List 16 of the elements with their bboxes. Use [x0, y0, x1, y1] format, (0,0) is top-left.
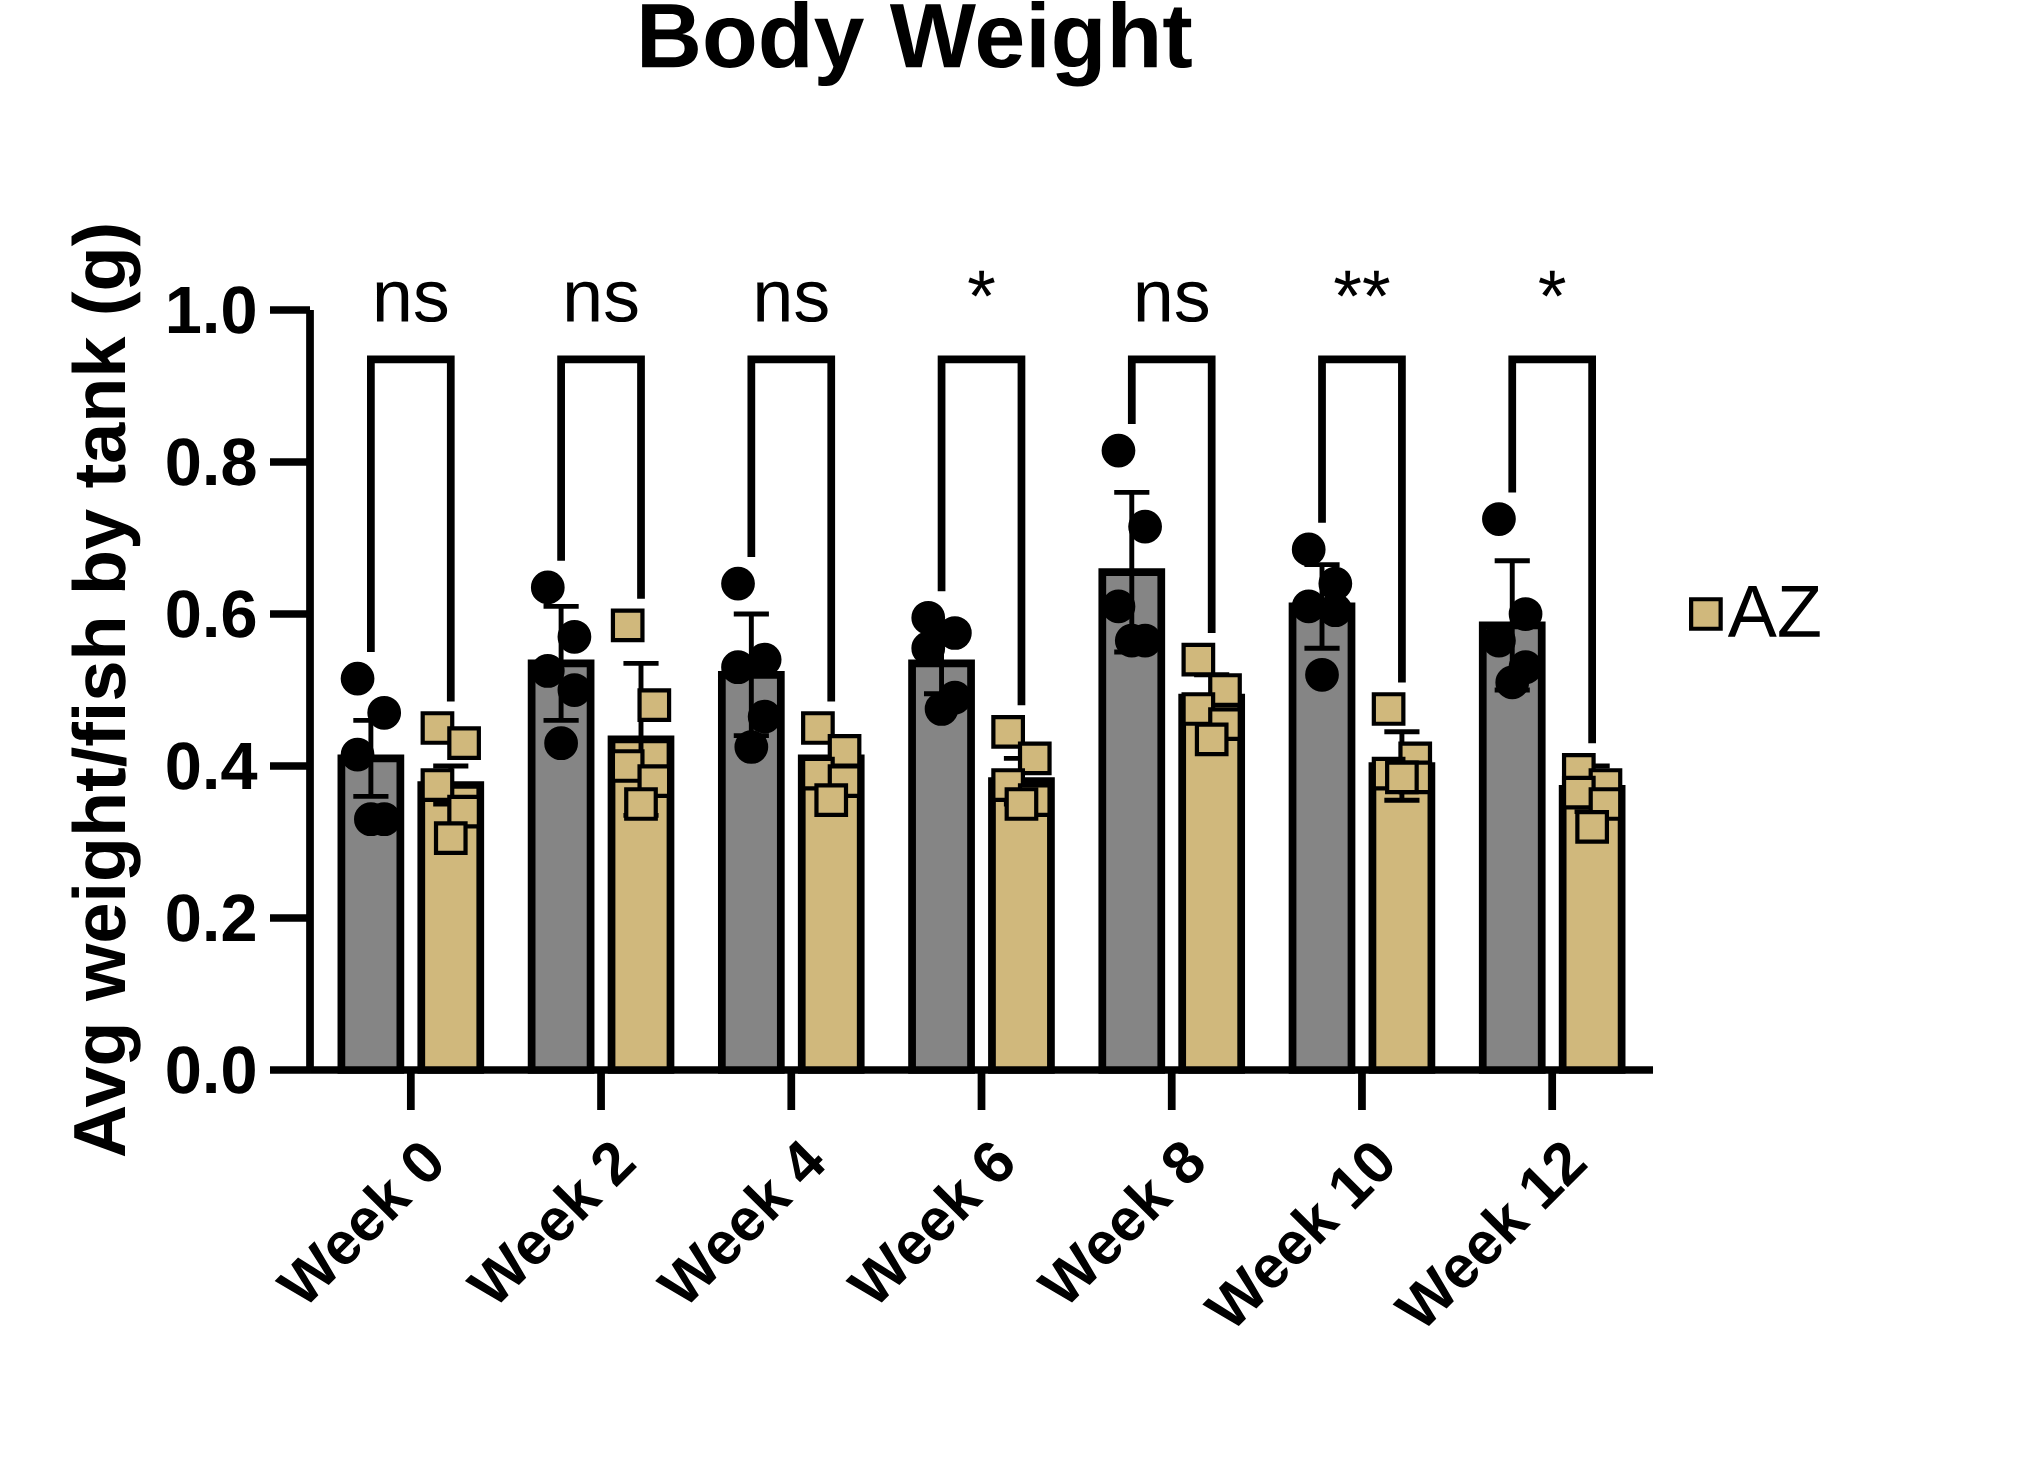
legend-label: AZ [1727, 585, 1820, 637]
text: * [968, 270, 995, 297]
annotation: ns [757, 281, 828, 323]
y-tick-label: 0.8 [167, 438, 256, 486]
y-tick-label: 0.4 [167, 742, 258, 790]
y-tick-label: 1.0 [168, 286, 255, 334]
chart-title: Body Weight [642, 0, 1192, 87]
y-axis-title: Avg weight/fish by tank (g) [71, 225, 141, 1157]
y-tick-label: 0.2 [167, 894, 255, 942]
annotation: ns [1137, 281, 1209, 323]
text: ** [1334, 270, 1390, 297]
y-tick-label: 0.6 [167, 590, 256, 638]
annotation: ns [376, 281, 448, 323]
y-tick-label: 0.0 [167, 1046, 255, 1094]
text: * [1539, 270, 1566, 297]
annotation: ns [566, 281, 638, 323]
